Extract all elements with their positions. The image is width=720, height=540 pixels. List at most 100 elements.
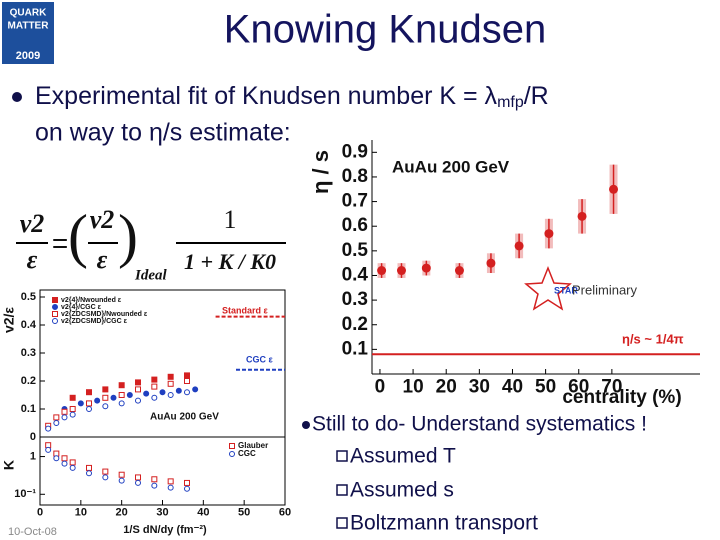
legend-label: v2{ZDCSMD}/CGC ε xyxy=(61,318,128,325)
data-point xyxy=(61,414,68,421)
sub-bullet xyxy=(336,450,348,462)
data-point xyxy=(175,387,182,394)
data-point xyxy=(396,266,406,276)
data-point xyxy=(102,386,109,393)
data-point xyxy=(102,394,109,401)
data-point xyxy=(86,464,92,471)
legend-marker xyxy=(52,297,58,303)
data-point xyxy=(192,386,199,393)
data-point xyxy=(53,455,60,462)
data-point xyxy=(61,455,68,462)
x-tick-label: 60 xyxy=(568,376,589,397)
y-tick-label: 0.4 xyxy=(342,264,369,285)
legend-marker xyxy=(52,318,58,324)
x-tick-label: 40 xyxy=(197,507,209,519)
data-point xyxy=(110,394,117,401)
y-tick-label: 0.2 xyxy=(21,375,36,387)
data-point xyxy=(135,397,141,404)
annotation: AuAu 200 GeV xyxy=(392,157,510,176)
text-part: /R xyxy=(524,82,549,110)
data-point xyxy=(609,184,619,194)
x-tick-label: 40 xyxy=(502,376,523,397)
data-point xyxy=(86,470,92,477)
data-point xyxy=(135,386,141,393)
x-axis-label: 1/S dN/dy (fm⁻²) xyxy=(123,524,207,536)
data-point xyxy=(45,446,52,453)
data-point xyxy=(61,408,68,415)
annotation: Preliminary xyxy=(572,282,638,297)
legend-marker xyxy=(229,443,235,449)
y-tick-label: 0.2 xyxy=(342,314,368,335)
y-tick-label: 1 xyxy=(30,450,36,462)
data-point xyxy=(118,400,125,407)
formula-part: ) xyxy=(118,203,138,269)
data-point xyxy=(184,378,190,384)
x-tick-label: 30 xyxy=(156,507,168,519)
data-point xyxy=(143,390,150,397)
y-tick-label: 0.5 xyxy=(21,291,36,303)
data-point xyxy=(45,425,52,432)
data-point xyxy=(86,400,92,407)
sub-item: Boltzmann transport xyxy=(350,512,538,535)
y-tick-label: 0.3 xyxy=(21,347,36,359)
y-tick-label: 0.7 xyxy=(342,191,368,212)
y-tick-label: 0.9 xyxy=(342,141,368,162)
data-point xyxy=(69,464,76,471)
data-point xyxy=(69,406,76,412)
x-tick-label: 0 xyxy=(37,507,43,519)
formula-part: ( xyxy=(68,203,88,269)
logo-text: MATTER xyxy=(8,21,50,32)
sub-item: Assumed s xyxy=(350,479,454,502)
data-point xyxy=(151,476,158,483)
legend-label: v2{ZDCSMD}/Nwounded ε xyxy=(61,311,148,318)
x-tick-label: 20 xyxy=(116,507,128,519)
data-point xyxy=(151,482,158,489)
reference-label: CGC ε xyxy=(246,354,274,364)
data-point xyxy=(135,474,141,481)
data-point xyxy=(118,471,125,478)
data-point xyxy=(118,477,125,484)
x-tick-label: 30 xyxy=(469,376,490,397)
data-point xyxy=(184,485,190,492)
bullet-text: Still to do- Understand systematics ! xyxy=(312,413,647,436)
data-point xyxy=(86,389,92,396)
bullet xyxy=(302,421,310,429)
formula-part: 1 + K / K0 xyxy=(184,249,276,274)
data-point xyxy=(167,392,174,398)
data-point xyxy=(118,392,125,398)
y-tick-label: 0 xyxy=(30,431,36,443)
data-point xyxy=(102,468,109,475)
data-point xyxy=(577,211,587,221)
x-axis-label: centrality (%) xyxy=(562,387,681,408)
formula: v2 ε = ( v2 ε ) Ideal 1 1 + K / K0 xyxy=(16,203,286,283)
legend-label: CGC xyxy=(238,449,256,458)
legend-label: Glauber xyxy=(238,441,268,450)
data-point xyxy=(421,263,431,273)
data-point xyxy=(151,383,158,390)
y-axis-label: v2/ε xyxy=(1,307,17,333)
x-tick-label: 50 xyxy=(238,507,250,519)
data-point xyxy=(86,406,92,412)
sub-bullet xyxy=(336,484,348,496)
data-point xyxy=(184,479,190,486)
reference-label: η/s ~ 1/4π xyxy=(622,331,684,346)
data-point xyxy=(167,380,174,387)
x-tick-label: 10 xyxy=(403,376,424,397)
data-point xyxy=(167,484,174,491)
data-point xyxy=(159,389,166,396)
y-tick-label: 0.1 xyxy=(342,338,369,359)
y-tick-label: 0.6 xyxy=(342,215,368,236)
y-tick-label: 10⁻¹ xyxy=(14,488,36,500)
legend-marker xyxy=(229,451,235,457)
logo-text: QUARK xyxy=(10,8,47,19)
x-tick-label: 0 xyxy=(375,376,386,397)
star-logo xyxy=(524,265,572,311)
formula-part: 1 xyxy=(224,205,237,234)
data-point xyxy=(61,460,68,467)
x-tick-label: 70 xyxy=(601,376,622,397)
logo-text: 2009 xyxy=(16,50,40,62)
data-point xyxy=(126,392,133,398)
data-point xyxy=(184,389,190,396)
